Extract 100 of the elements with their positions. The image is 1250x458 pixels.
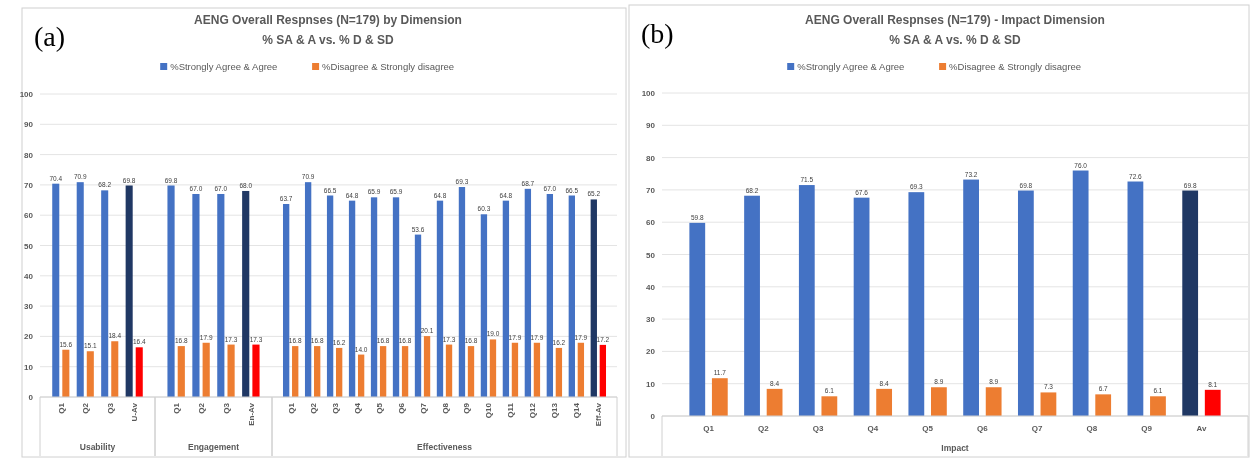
x-tick-label: Q3 (105, 402, 115, 414)
y-tick-label: 10 (24, 362, 34, 372)
y-tick-label: 60 (24, 211, 34, 221)
bar (445, 344, 453, 397)
x-axis-title: Engagement (187, 442, 240, 452)
x-tick-label: Av (1196, 424, 1207, 433)
bar (192, 193, 200, 397)
x-tick-label: Q4 (352, 402, 362, 414)
x-tick-label: Q14 (572, 402, 582, 419)
bar (392, 197, 400, 397)
y-tick-label: 90 (646, 121, 656, 131)
y-tick-label: 40 (24, 271, 34, 281)
y-tick-label: 20 (646, 347, 656, 357)
bar (546, 193, 554, 397)
x-tick-label: Q2 (81, 402, 91, 414)
x-tick-label: Q9 (1141, 424, 1153, 433)
bar (1072, 170, 1089, 416)
bar (590, 199, 597, 397)
bar (458, 187, 466, 397)
y-tick-label: 70 (646, 185, 656, 195)
x-tick-label: Q7 (1031, 424, 1044, 433)
bar (489, 339, 497, 397)
bar (314, 346, 321, 397)
y-tick-label: 30 (24, 302, 34, 312)
bar (227, 344, 235, 397)
y-tick-label: 70 (24, 180, 34, 190)
y-tick-label: 50 (24, 241, 34, 251)
bar (1182, 190, 1199, 416)
x-tick-label: Q6 (396, 402, 406, 414)
bar (202, 342, 210, 397)
x-tick-label: Eff-Av (594, 402, 604, 427)
x-tick-label: Q10 (484, 402, 494, 419)
y-tick-label: 90 (24, 120, 34, 130)
x-tick-label: Q2 (308, 402, 318, 414)
x-tick-label: Q1 (56, 402, 66, 414)
x-axis-title: Effectiveness (417, 442, 473, 452)
bar (423, 336, 431, 397)
bar (401, 346, 409, 397)
bar (985, 387, 1002, 416)
x-tick-label: Q8 (1086, 424, 1098, 433)
x-tick-label: Q3 (330, 402, 340, 414)
bar (876, 388, 893, 416)
x-tick-label: Q1 (172, 402, 182, 414)
bar (821, 396, 838, 416)
y-tick-label: 100 (641, 89, 656, 99)
legend-label: %Strongly Agree & Agree (797, 61, 905, 72)
bar (577, 342, 585, 397)
bar (357, 354, 365, 397)
bar (135, 347, 143, 397)
y-tick-label: 80 (24, 150, 34, 160)
legend-label: %Disagree & Strongly disagree (322, 61, 455, 72)
legend-label: %Strongly Agree & Agree (170, 61, 278, 72)
bar (533, 342, 541, 397)
bar (370, 197, 378, 397)
bar (480, 214, 488, 397)
y-tick-label: 80 (646, 153, 656, 163)
bar (744, 195, 760, 416)
bar (1040, 392, 1057, 416)
x-tick-label: Q11 (506, 402, 516, 418)
x-axis-title: Usability (79, 442, 116, 452)
x-tick-label: Q2 (197, 402, 207, 414)
x-tick-label: En-Av (246, 402, 256, 426)
bar (379, 346, 387, 397)
bar (101, 190, 109, 397)
x-tick-label: Q12 (528, 402, 538, 419)
bar (1095, 394, 1112, 416)
chart-subtitle: % SA & A vs. % D & SD (889, 33, 1022, 47)
legend-label: %Disagree & Strongly disagree (949, 61, 1082, 72)
bar (1127, 181, 1144, 416)
bar (62, 349, 70, 397)
bar (908, 192, 925, 416)
chart-title: AENG Overall Respnses (N=179) by Dimension (194, 13, 462, 27)
x-tick-label: Q3 (221, 402, 231, 414)
bar (52, 183, 60, 397)
x-tick-label: Q1 (703, 424, 715, 433)
bar (502, 200, 510, 397)
x-axis-title: Impact (941, 443, 969, 453)
bar (111, 341, 119, 397)
bar (524, 188, 532, 397)
bar (931, 387, 947, 416)
y-tick-label: 40 (646, 282, 656, 292)
bar (1017, 190, 1034, 416)
bar (335, 347, 343, 397)
bar (348, 200, 356, 397)
x-tick-label: Q13 (550, 402, 560, 419)
bar (1150, 396, 1166, 416)
y-tick-label: 10 (646, 379, 656, 389)
bar (798, 185, 815, 416)
bar (76, 182, 84, 397)
bar (511, 342, 519, 397)
bar (304, 182, 312, 397)
x-tick-label: U-Av (130, 402, 140, 422)
bar (436, 200, 444, 397)
x-tick-label: Q3 (812, 424, 824, 433)
y-tick-label: 0 (28, 393, 34, 403)
bar (282, 203, 290, 397)
bar (1204, 389, 1221, 416)
bar (963, 179, 979, 416)
bar (599, 344, 607, 397)
x-tick-label: Q7 (418, 402, 428, 414)
